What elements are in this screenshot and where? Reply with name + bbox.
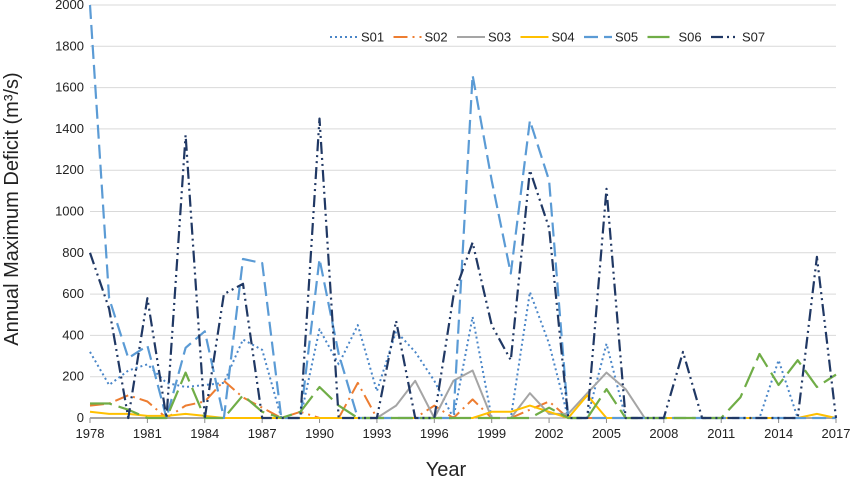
x-tick-label: 1996 [420, 426, 449, 441]
axes: 0 200 400 600 800 1000 1200 1400 1600 1800 2000 197… [55, 0, 850, 441]
series-line-s05 [88, 4, 836, 420]
y-tick-label: 400 [62, 327, 84, 342]
y-tick-label: 0 [77, 410, 84, 425]
legend-label-s03: S03 [488, 30, 511, 45]
y-tick-label: 1800 [55, 38, 84, 53]
gridlines [90, 4, 836, 419]
series-line-s04 [89, 394, 837, 419]
x-axis-title: Year [426, 459, 467, 480]
y-tick-label: 2000 [55, 0, 84, 12]
x-tick-label: 1984 [190, 426, 219, 441]
y-tick-label: 600 [62, 286, 84, 301]
x-tick-label: 2017 [822, 426, 850, 441]
legend-label-s07: S07 [742, 30, 765, 45]
x-tick-label: 1978 [76, 426, 105, 441]
x-tick-label: 1993 [362, 426, 391, 441]
x-tick-label: 2014 [764, 426, 793, 441]
series-line-s01 [89, 291, 836, 419]
x-tick-label: 1990 [305, 426, 334, 441]
y-tick-label: 1600 [55, 80, 84, 95]
y-tick-label: 1000 [55, 204, 84, 219]
y-axis-title: Annual Maximum Deficit (m³/s) [1, 72, 23, 345]
legend: S01 S02 S03 S04 S05 S06 S07 [330, 30, 765, 45]
legend-label-s06: S06 [679, 30, 702, 45]
y-tick-label: 1200 [55, 162, 84, 177]
series-line-s03 [90, 369, 836, 419]
x-tick-label: 1999 [477, 426, 506, 441]
series-lines [88, 4, 838, 420]
x-tick-label: 2005 [592, 426, 621, 441]
x-tick-label: 2011 [707, 426, 735, 441]
legend-label-s02: S02 [425, 30, 448, 45]
legend-label-s05: S05 [615, 30, 638, 45]
x-tick-label: 2002 [535, 426, 564, 441]
y-tick-label: 200 [62, 369, 84, 384]
x-tick-label: 2008 [649, 426, 678, 441]
y-tick-label: 1400 [55, 121, 84, 136]
x-tick-label: 1981 [133, 426, 162, 441]
series-line-s06 [90, 352, 837, 420]
legend-label-s04: S04 [552, 30, 575, 45]
y-tick-label: 800 [62, 245, 84, 260]
legend-label-s01: S01 [361, 30, 384, 45]
x-tick-label: 1987 [248, 426, 277, 441]
series-line-s07 [88, 117, 838, 420]
series-line-s02 [89, 379, 836, 419]
